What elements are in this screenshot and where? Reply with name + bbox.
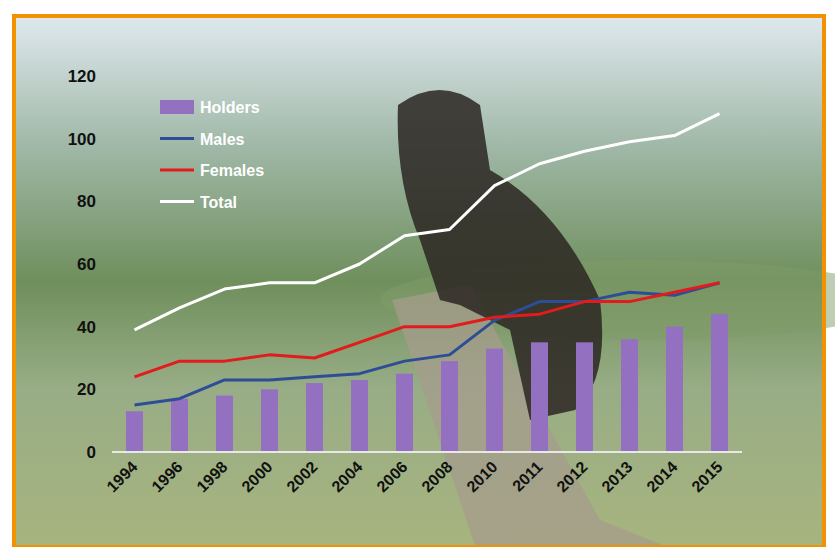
bar: [396, 374, 413, 452]
bar: [261, 389, 278, 452]
plot-marks: [126, 114, 728, 452]
line: [135, 114, 720, 330]
y-tick: [104, 138, 110, 139]
x-tick-label: 2013: [598, 458, 635, 495]
bar: [531, 342, 548, 452]
y-tick: [104, 76, 110, 77]
x-tick-label: 2011: [509, 458, 546, 495]
legend-swatch: [160, 137, 194, 140]
bar: [441, 361, 458, 452]
x-tick-label: 2012: [553, 458, 590, 495]
y-tick-label: 60: [77, 255, 96, 274]
legend-label: Holders: [200, 99, 260, 116]
line: [135, 283, 720, 405]
y-tick-label: 0: [87, 443, 96, 462]
legend-swatch: [160, 100, 194, 114]
y-tick-label: 40: [77, 318, 96, 337]
x-tick-label: 2002: [283, 458, 320, 495]
bar: [486, 349, 503, 452]
frame: [14, 16, 824, 547]
legend-label: Males: [200, 131, 245, 148]
legend-swatch: [160, 200, 194, 203]
y-tick: [104, 326, 110, 327]
x-tick-label: 2014: [643, 458, 680, 495]
x-tick-label: 2008: [418, 458, 455, 495]
x-tick-label: 1998: [193, 458, 230, 495]
y-tick: [104, 452, 110, 453]
bar: [306, 383, 323, 452]
x-tick-label: 2015: [688, 458, 725, 495]
x-tick-label: 2006: [373, 458, 410, 495]
legend-label: Total: [200, 194, 237, 211]
y-tick: [104, 264, 110, 265]
legend-swatch: [160, 169, 194, 172]
bar: [216, 396, 233, 452]
y-tick-label: 100: [68, 130, 96, 149]
x-tick-label: 2004: [328, 458, 365, 495]
y-tick-label: 80: [77, 192, 96, 211]
legend-label: Females: [200, 162, 264, 179]
y-tick: [104, 201, 110, 202]
bar: [711, 314, 728, 452]
x-tick-label: 2010: [463, 458, 500, 495]
bar: [351, 380, 368, 452]
x-tick-label: 1996: [148, 458, 185, 495]
bar: [576, 342, 593, 452]
bar: [621, 339, 638, 452]
chart: 0204060801001201994199619982000200220042…: [0, 0, 835, 547]
bar: [666, 327, 683, 452]
y-tick-label: 20: [77, 380, 96, 399]
bar: [126, 411, 143, 452]
y-tick-label: 120: [68, 67, 96, 86]
x-axis: [112, 451, 742, 453]
line: [135, 283, 720, 377]
y-tick: [104, 389, 110, 390]
x-tick-label: 2000: [238, 458, 275, 495]
x-tick-label: 1994: [103, 458, 140, 495]
bar: [171, 399, 188, 452]
